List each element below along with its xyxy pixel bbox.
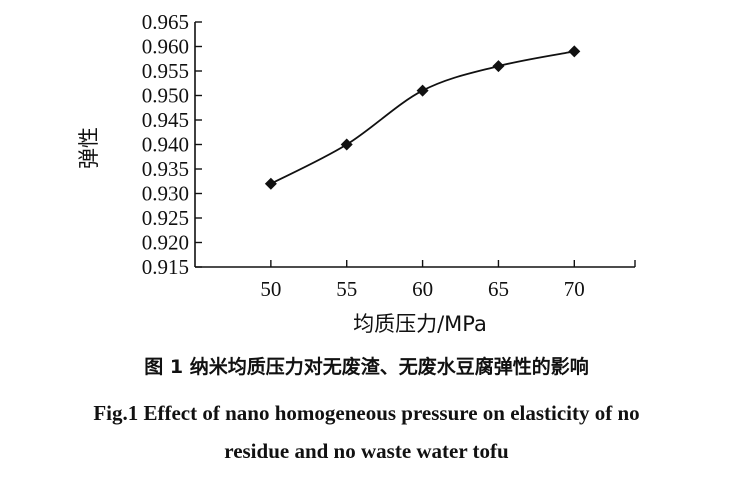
y-axis-ticks: 0.9150.9200.9250.9300.9350.9400.9450.950… (142, 10, 202, 279)
series-markers (264, 45, 581, 190)
data-point-marker (568, 45, 581, 58)
y-tick-label: 0.930 (142, 182, 189, 206)
y-axis-title: 弹性 (77, 127, 101, 169)
y-tick-label: 0.915 (142, 255, 189, 279)
figure-caption-zh: 图 1 纳米均质压力对无废渣、无废水豆腐弹性的影响 (144, 356, 589, 378)
y-tick-label: 0.925 (142, 206, 189, 230)
x-tick-label: 50 (260, 277, 281, 301)
y-tick-label: 0.950 (142, 84, 189, 108)
y-tick-label: 0.945 (142, 108, 189, 132)
x-axis-title: 均质压力/MPa (353, 312, 487, 336)
y-tick-label: 0.935 (142, 157, 189, 181)
x-axis-ticks: 50 55 60 65 70 (260, 260, 636, 301)
x-tick-label: 60 (412, 277, 433, 301)
data-point-marker (492, 60, 505, 73)
x-tick-label: 70 (564, 277, 585, 301)
y-tick-label: 0.920 (142, 231, 189, 255)
caption-en-line-2: residue and no waste water tofu (224, 439, 509, 463)
line-chart: 0.9150.9200.9250.9300.9350.9400.9450.950… (77, 10, 636, 336)
data-point-marker (264, 177, 277, 190)
y-tick-label: 0.965 (142, 10, 189, 34)
caption-en-line-1: Fig.1 Effect of nano homogeneous pressur… (93, 401, 640, 425)
y-tick-label: 0.955 (142, 59, 189, 83)
x-tick-label: 55 (336, 277, 357, 301)
series-line (270, 50, 575, 185)
y-tick-label: 0.960 (142, 35, 189, 59)
x-tick-label: 65 (488, 277, 509, 301)
data-point-marker (416, 84, 429, 97)
figure-caption-en: Fig.1 Effect of nano homogeneous pressur… (30, 394, 703, 470)
data-point-marker (340, 138, 353, 151)
y-tick-label: 0.940 (142, 133, 189, 157)
